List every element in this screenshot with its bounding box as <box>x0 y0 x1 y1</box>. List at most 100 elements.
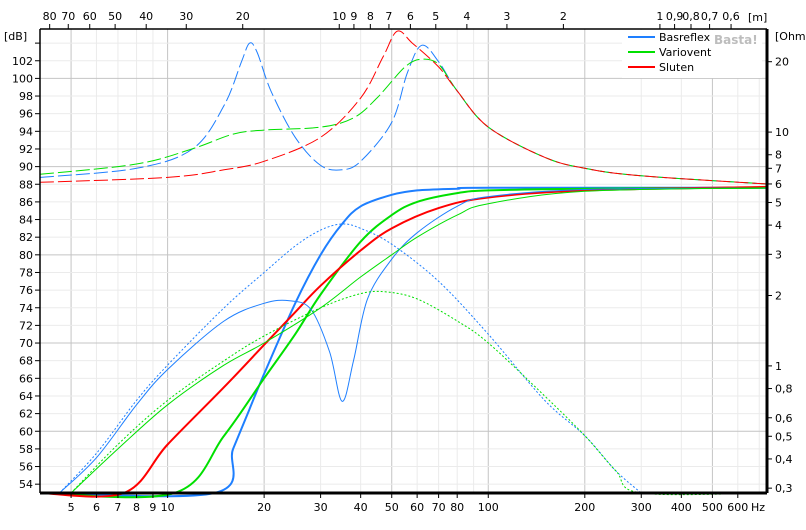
y2-axis-label: [Ohm] <box>775 30 806 43</box>
x2-tick-label: 4 <box>463 10 470 23</box>
x2-tick-label: 10 <box>332 10 346 23</box>
y-tick-label: 74 <box>19 302 33 315</box>
curve-basreflex-driver <box>59 223 642 494</box>
x-tick-label: 600 <box>727 501 748 514</box>
y-tick-label: 100 <box>12 72 33 85</box>
x2-tick-label: 0,8 <box>682 10 700 23</box>
y-tick-label: 86 <box>19 196 33 209</box>
x-tick-label: 5 <box>68 501 75 514</box>
x-tick-label: 50 <box>385 501 399 514</box>
x-tick-label: 10 <box>161 501 175 514</box>
x2-tick-label: 60 <box>83 10 97 23</box>
y-tick-label: 60 <box>19 425 33 438</box>
legend-label-variovent: Variovent <box>659 46 712 59</box>
x-tick-label: 300 <box>631 501 652 514</box>
curve-variovent-spl-thin <box>70 187 768 494</box>
x-tick-label: 6 <box>93 501 100 514</box>
x2-tick-label: 70 <box>61 10 75 23</box>
y-tick-label: 68 <box>19 355 33 368</box>
x-tick-label: 30 <box>314 501 328 514</box>
y2-tick-label: 0,5 <box>775 430 793 443</box>
curve-variovent-driver <box>70 290 768 496</box>
y2-tick-label: 5 <box>775 196 782 209</box>
x2-tick-label: 0,7 <box>701 10 719 23</box>
y-tick-label: 88 <box>19 178 33 191</box>
y-tick-label: 76 <box>19 284 33 297</box>
x2-tick-label: 5 <box>432 10 439 23</box>
x2-tick-label: 7 <box>385 10 392 23</box>
x2-axis-label: [m] <box>748 11 767 24</box>
y-tick-label: 98 <box>19 90 33 103</box>
y-tick-label: 66 <box>19 372 33 385</box>
y-tick-label: 78 <box>19 266 33 279</box>
y2-tick-label: 4 <box>775 219 782 232</box>
y-tick-label: 82 <box>19 231 33 244</box>
y-tick-label: 58 <box>19 443 33 456</box>
y2-tick-label: 20 <box>775 56 789 69</box>
y2-tick-label: 0,3 <box>775 482 793 495</box>
x-tick-label: 100 <box>478 501 499 514</box>
x-tick-label: 500 <box>702 501 723 514</box>
x2-tick-label: 80 <box>43 10 57 23</box>
x2-tick-label: 30 <box>179 10 193 23</box>
x-tick-label: 20 <box>257 501 271 514</box>
x-tick-label: 80 <box>450 501 464 514</box>
y-axis-label: [dB] <box>4 30 27 43</box>
y2-tick-label: 2 <box>775 290 782 303</box>
curve-variovent-spl <box>39 186 768 499</box>
x-tick-label: 400 <box>671 501 692 514</box>
y-tick-label: 94 <box>19 125 33 138</box>
legend: Basta! Basreflex Variovent Sluten <box>622 30 762 78</box>
x-tick-label: 40 <box>354 501 368 514</box>
x2-tick-label: 9 <box>350 10 357 23</box>
x2-tick-label: 0,9 <box>666 10 684 23</box>
y-tick-label: 90 <box>19 161 33 174</box>
curve-basreflex-spl <box>39 186 768 498</box>
x2-tick-label: 0,6 <box>722 10 740 23</box>
y2-tick-label: 3 <box>775 248 782 261</box>
x-axis-label: Hz <box>751 501 765 514</box>
y2-tick-label: 6 <box>775 178 782 191</box>
x-tick-label: 70 <box>432 501 446 514</box>
legend-label-basreflex: Basreflex <box>659 31 711 44</box>
y-tick-label: 102 <box>12 55 33 68</box>
y-tick-label: 84 <box>19 214 33 227</box>
grid <box>40 29 767 493</box>
x2-tick-label: 50 <box>108 10 122 23</box>
x-tick-label: 200 <box>574 501 595 514</box>
x2-tick-label: 1 <box>656 10 663 23</box>
legend-label-sluten: Sluten <box>659 61 694 74</box>
x-tick-label: 60 <box>410 501 424 514</box>
y-tick-label: 54 <box>19 478 33 491</box>
curves <box>39 30 768 499</box>
x2-tick-label: 6 <box>407 10 414 23</box>
curve-basreflex-spl-thin <box>59 187 768 494</box>
y-tick-label: 80 <box>19 249 33 262</box>
y2-tick-label: 0,6 <box>775 412 793 425</box>
x-tick-label: 8 <box>133 501 140 514</box>
curve-sluten-impedance <box>39 30 768 185</box>
axes: 5 6 7 8 9 10 20 30 40 50 60 70 80 100 200 300 400 500 6008… <box>12 10 793 514</box>
x2-tick-label: 40 <box>139 10 153 23</box>
curve-variovent-impedance <box>39 58 768 185</box>
y-tick-label: 96 <box>19 108 33 121</box>
y-tick-label: 62 <box>19 408 33 421</box>
curve-sluten-spl <box>39 185 768 498</box>
y-tick-label: 72 <box>19 319 33 332</box>
x2-tick-label: 3 <box>503 10 510 23</box>
y2-tick-label: 1 <box>775 360 782 373</box>
watermark: Basta! <box>714 33 758 47</box>
x2-tick-label: 20 <box>236 10 250 23</box>
y2-tick-label: 8 <box>775 149 782 162</box>
y-tick-label: 70 <box>19 337 33 350</box>
y-tick-label: 92 <box>19 143 33 156</box>
x2-tick-label: 2 <box>560 10 567 23</box>
y-tick-label: 64 <box>19 390 33 403</box>
y2-tick-label: 0,8 <box>775 383 793 396</box>
y-tick-label: 56 <box>19 461 33 474</box>
y2-tick-label: 10 <box>775 126 789 139</box>
x-tick-label: 9 <box>149 501 156 514</box>
y2-tick-label: 7 <box>775 162 782 175</box>
y2-tick-label: 0,4 <box>775 453 793 466</box>
x2-tick-label: 8 <box>367 10 374 23</box>
